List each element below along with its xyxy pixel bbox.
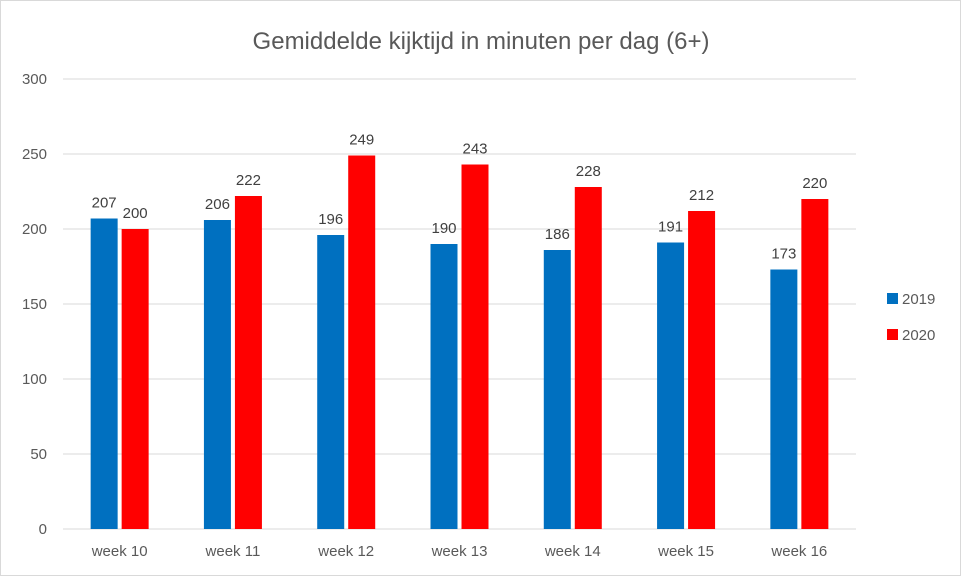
x-tick-label: week 10 xyxy=(91,543,148,560)
data-label: 220 xyxy=(802,175,827,192)
bar-2019-week-10 xyxy=(90,218,118,529)
data-label: 207 xyxy=(92,195,117,212)
bar-2020-week-10 xyxy=(121,229,149,529)
data-label: 212 xyxy=(689,187,714,204)
bar-2020-week-12 xyxy=(348,155,376,529)
y-tick-label: 300 xyxy=(22,71,47,88)
x-axis-ticks: week 10 week 11 week 12 week 13 week 14 week … xyxy=(91,543,828,560)
y-tick-label: 0 xyxy=(39,521,47,538)
data-label: 200 xyxy=(123,205,148,222)
bar-2020-week-11 xyxy=(234,196,262,529)
x-tick-label: week 12 xyxy=(317,543,374,560)
data-label: 243 xyxy=(462,141,487,158)
bar-2019-week-16 xyxy=(770,269,798,529)
data-label: 191 xyxy=(658,219,683,236)
x-tick-label: week 13 xyxy=(431,543,488,560)
data-label: 222 xyxy=(236,172,261,189)
gridlines xyxy=(63,78,856,530)
bars xyxy=(90,155,829,529)
bar-2019-week-15 xyxy=(657,242,685,529)
bar-2020-week-16 xyxy=(801,199,829,529)
x-tick-label: week 16 xyxy=(770,543,827,560)
x-tick-label: week 11 xyxy=(205,543,261,560)
y-tick-label: 50 xyxy=(30,446,47,463)
x-tick-label: week 15 xyxy=(657,543,714,560)
chart-title: Gemiddelde kijktijd in minuten per dag (… xyxy=(253,28,710,55)
bar-2020-week-13 xyxy=(461,164,489,529)
bar-2020-week-15 xyxy=(688,211,716,529)
legend-swatch-2019 xyxy=(887,293,898,304)
y-tick-label: 150 xyxy=(22,296,47,313)
data-labels: 207 200 206 222 196 249 190 243 186 228 191 212 173 2… xyxy=(92,132,828,263)
y-tick-label: 200 xyxy=(22,221,47,238)
data-label: 186 xyxy=(545,226,570,243)
bar-2019-week-12 xyxy=(317,235,345,529)
legend-label: 2020 xyxy=(902,327,935,344)
x-tick-label: week 14 xyxy=(544,543,601,560)
data-label: 190 xyxy=(431,220,456,237)
data-label: 173 xyxy=(771,246,796,263)
legend-label: 2019 xyxy=(902,291,935,308)
bar-2019-week-13 xyxy=(430,244,458,529)
y-tick-label: 100 xyxy=(22,371,47,388)
legend-swatch-2020 xyxy=(887,329,898,340)
bar-2020-week-14 xyxy=(574,187,602,529)
data-label: 228 xyxy=(576,163,601,180)
y-tick-label: 250 xyxy=(22,146,47,163)
bar-2019-week-11 xyxy=(203,220,231,529)
y-axis-ticks: 0 50 100 150 200 250 300 xyxy=(22,71,47,538)
legend: 2019 2020 xyxy=(887,291,935,344)
bar-2019-week-14 xyxy=(543,250,571,529)
data-label: 249 xyxy=(349,132,374,149)
data-label: 196 xyxy=(318,211,343,228)
data-label: 206 xyxy=(205,196,230,213)
